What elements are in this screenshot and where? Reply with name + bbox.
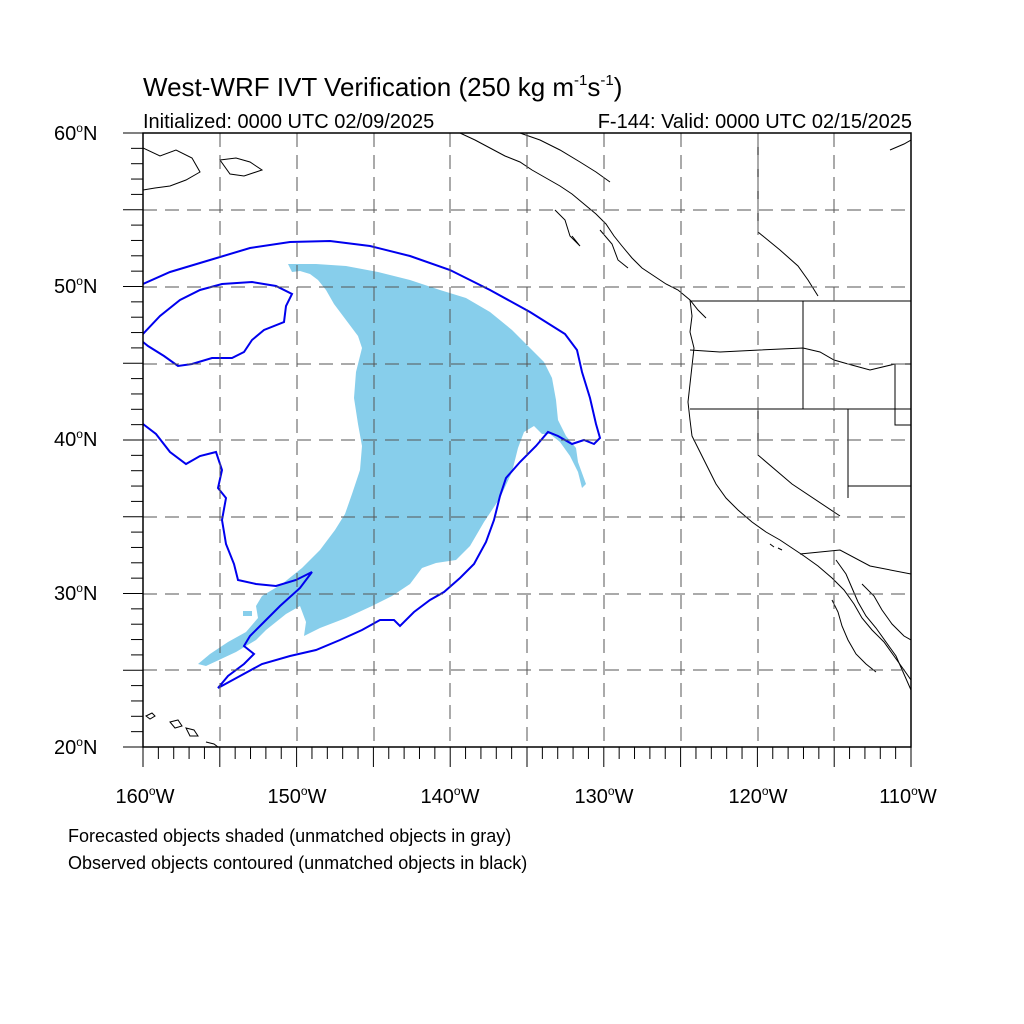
forecast-ivt-object (198, 264, 586, 666)
state-boundaries (689, 133, 911, 575)
observed-note: Observed objects contoured (unmatched ob… (68, 853, 528, 873)
lat-label-40n: 40oN (54, 427, 98, 451)
lat-label-20n: 20oN (54, 735, 98, 759)
lat-label-50n: 50oN (54, 274, 98, 298)
lon-label-120w: 120oW (728, 784, 788, 808)
observed-ivt-contour-loop (143, 280, 294, 368)
title-exp2: -1 (600, 72, 614, 89)
title-exp1: -1 (574, 72, 588, 89)
grid-lines (143, 133, 911, 747)
title-end: ) (613, 72, 623, 102)
valid-label: F-144: Valid: 0000 UTC 02/15/2025 (597, 111, 912, 133)
observed-ivt-contour-main (143, 239, 602, 689)
lon-label-110w: 110oW (879, 784, 937, 808)
lat-label-30n: 30oN (54, 581, 98, 605)
forecast-note: Forecasted objects shaded (unmatched obj… (68, 826, 512, 846)
lat-label-60n: 60oN (54, 121, 98, 145)
axis-ticks (123, 132, 912, 767)
title-main: West-WRF IVT Verification (250 kg m (143, 72, 575, 102)
lon-label-150w: 150oW (267, 784, 327, 808)
plot-title: West-WRF IVT Verification (250 kg m-1s-1… (143, 70, 622, 104)
lon-label-140w: 140oW (420, 784, 480, 808)
initialized-label: Initialized: 0000 UTC 02/09/2025 (143, 111, 435, 133)
lon-label-160w: 160oW (115, 784, 175, 808)
title-mid: s (587, 72, 601, 102)
forecast-fragment (243, 611, 252, 616)
lon-label-130w: 130oW (574, 784, 634, 808)
